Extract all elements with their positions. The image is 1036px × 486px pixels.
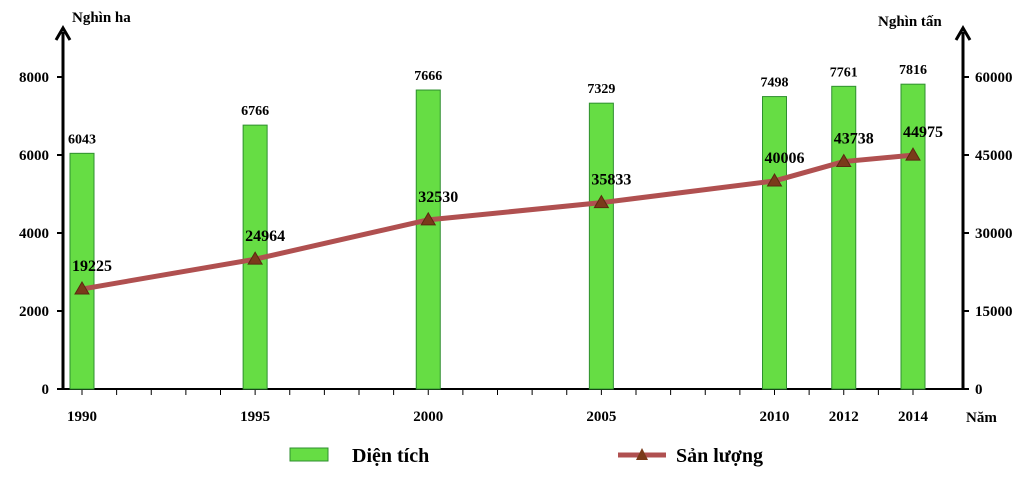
- legend: Diện tích Sản lượng: [289, 445, 763, 467]
- x-axis-label: Năm: [966, 410, 997, 426]
- right-tick-label: 15000: [975, 304, 1013, 320]
- line-value-label: 44975: [903, 124, 943, 141]
- x-tick-label: 2000: [413, 409, 443, 425]
- legend-bar-label: Diện tích: [352, 445, 429, 467]
- line-point-marker-icon: [74, 281, 90, 295]
- x-tick-label: 1995: [240, 409, 270, 425]
- bar: [415, 89, 441, 390]
- x-tick-label: 2010: [760, 409, 790, 425]
- line-point-marker-icon: [766, 172, 783, 187]
- data-labels: 6043 6766 7666 7329 7498 7761 7816 19225 24964 32…: [68, 63, 943, 275]
- line-path: [81, 152, 914, 292]
- right-axis-arrow-icon: [954, 25, 972, 41]
- line-point-marker-icon: [420, 211, 437, 226]
- legend-triangle-marker-icon: [636, 448, 648, 460]
- left-tick-label: 8000: [19, 70, 49, 86]
- right-tick-label: 0: [975, 382, 983, 398]
- axes: 0 2000 4000 6000 8000 0 15000 30000 45000 60000 19…: [19, 25, 1013, 425]
- line-value-label: 43738: [834, 131, 874, 148]
- line-value-label: 19225: [72, 258, 112, 275]
- bar: [831, 85, 857, 390]
- x-tick-label: 2014: [898, 409, 929, 425]
- right-axis-unit-label: Nghìn tấn: [878, 14, 942, 30]
- left-tick-label: 6000: [19, 148, 49, 164]
- left-tick-label: 4000: [19, 226, 49, 242]
- x-tick-label: 2005: [586, 409, 616, 425]
- bar-value-label: 6043: [68, 132, 96, 147]
- left-tick-label: 2000: [19, 304, 49, 320]
- bar: [588, 102, 614, 390]
- bar-value-label: 7329: [587, 82, 615, 97]
- right-tick-label: 30000: [975, 226, 1013, 242]
- right-tick-label: 45000: [975, 148, 1013, 164]
- right-tick-label: 60000: [975, 70, 1013, 86]
- left-axis-unit-label: Nghìn ha: [72, 10, 131, 26]
- left-axis-arrow-icon: [54, 25, 72, 41]
- x-tick-label: 1990: [67, 409, 97, 425]
- line-value-label: 35833: [591, 172, 631, 189]
- bars: [69, 83, 926, 390]
- line-value-label: 32530: [418, 189, 458, 206]
- line-point-marker-icon: [835, 153, 852, 168]
- line-point-marker-icon: [593, 194, 610, 209]
- bar-value-label: 7498: [761, 76, 789, 91]
- line-value-label: 24964: [245, 228, 285, 245]
- left-tick-label: 0: [42, 382, 50, 398]
- line-series: [74, 147, 921, 295]
- legend-line-label: Sản lượng: [676, 445, 763, 467]
- bar-value-label: 6766: [241, 104, 269, 119]
- line-point-marker-icon: [905, 147, 921, 161]
- bar: [900, 83, 926, 390]
- x-tick-label: 2012: [829, 409, 859, 425]
- bar: [762, 96, 787, 390]
- line-value-label: 40006: [765, 150, 805, 167]
- line-point-marker-icon: [247, 251, 263, 265]
- bar: [69, 152, 95, 390]
- bar-value-label: 7666: [414, 69, 442, 84]
- legend-bar-swatch: [289, 447, 329, 462]
- bar-value-label: 7761: [830, 65, 858, 80]
- bar-value-label: 7816: [899, 63, 927, 78]
